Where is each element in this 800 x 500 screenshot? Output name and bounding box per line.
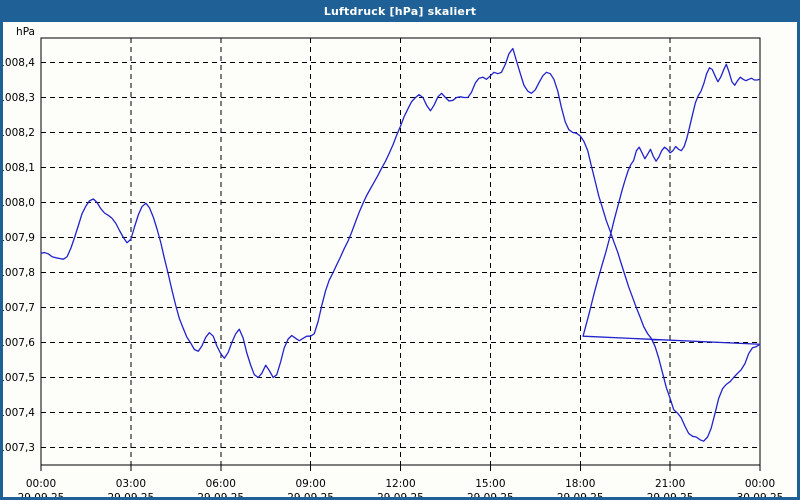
grid-lines <box>41 38 760 465</box>
x-axis-time-label: 09:00 <box>295 478 325 490</box>
plot-area-frame <box>40 37 761 466</box>
pressure-series-line <box>40 47 761 442</box>
y-axis-tick-label: 1007,8 <box>3 267 35 279</box>
x-axis-date-label: 29.09.25 <box>557 492 604 497</box>
x-axis-date-label: 29.09.25 <box>197 492 244 497</box>
window-title-bar: Luftdruck [hPa] skaliert <box>0 0 800 22</box>
x-axis-date-label: 29.09.25 <box>287 492 334 497</box>
x-axis-time-label: 03:00 <box>116 478 146 490</box>
x-axis-date-label: 30.09.25 <box>737 492 784 497</box>
x-axis-time-label: 15:00 <box>475 478 505 490</box>
page-title: Luftdruck [hPa] skaliert <box>323 4 477 18</box>
x-axis-date-label: 29.09.25 <box>107 492 154 497</box>
x-axis-time-label: 00:00 <box>745 478 775 490</box>
x-axis-time-label: 21:00 <box>655 478 685 490</box>
x-axis-time-label: 18:00 <box>565 478 595 490</box>
y-axis-tick-label: 1007,4 <box>3 407 35 419</box>
x-axis-date-label: 29.09.25 <box>18 492 65 497</box>
x-axis-time-label: 12:00 <box>385 478 415 490</box>
x-axis-time-label: 00:00 <box>26 478 56 490</box>
y-axis-tick-label: 1007,7 <box>3 302 35 314</box>
y-axis-tick-label: 1007,5 <box>3 372 35 384</box>
y-axis-tick-label: 1007,6 <box>3 337 35 349</box>
axis-tick-marks <box>40 465 761 471</box>
y-axis-tick-label: 1007,9 <box>3 232 35 244</box>
x-axis-date-label: 29.09.25 <box>377 492 424 497</box>
x-axis-date-label: 29.09.25 <box>647 492 694 497</box>
x-axis-date-label: 29.09.25 <box>467 492 514 497</box>
x-axis-labels: 00:00 29.09.25 03:00 29.09.25 06:00 29.09.25 0… <box>18 478 784 497</box>
y-axis-unit-label: hPa <box>16 26 35 38</box>
y-axis-tick-label: 1007,3 <box>3 442 35 454</box>
x-axis-time-label: 06:00 <box>206 478 236 490</box>
